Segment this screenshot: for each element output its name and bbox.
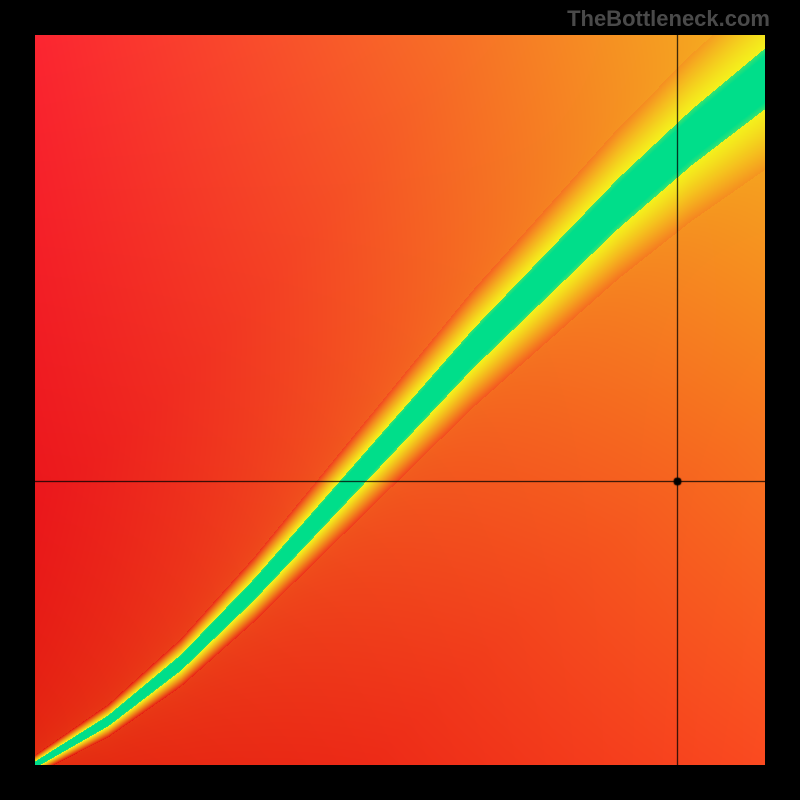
chart-container: TheBottleneck.com — [0, 0, 800, 800]
bottleneck-heatmap — [35, 35, 765, 765]
watermark-text: TheBottleneck.com — [567, 6, 770, 32]
